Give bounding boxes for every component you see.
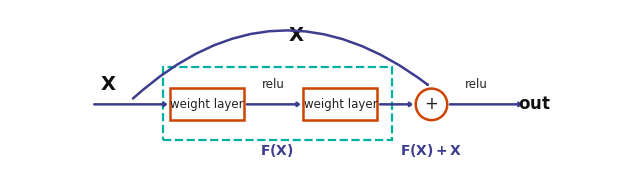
Text: weight layer: weight layer bbox=[303, 98, 377, 111]
Text: $\mathbf{X}$: $\mathbf{X}$ bbox=[287, 26, 304, 45]
Text: $\mathbf{F(X)+X}$: $\mathbf{F(X)+X}$ bbox=[401, 142, 463, 159]
Text: relu: relu bbox=[465, 78, 487, 91]
FancyArrowPatch shape bbox=[133, 30, 428, 98]
Bar bbox=[163, 67, 392, 140]
Bar bbox=[303, 88, 378, 120]
Text: weight layer: weight layer bbox=[170, 98, 244, 111]
Text: $\mathbf{F(X)}$: $\mathbf{F(X)}$ bbox=[260, 142, 294, 159]
Text: +: + bbox=[424, 95, 438, 113]
Text: $\mathbf{out}$: $\mathbf{out}$ bbox=[518, 95, 550, 113]
Text: $\mathbf{X}$: $\mathbf{X}$ bbox=[100, 75, 117, 94]
Text: relu: relu bbox=[262, 78, 285, 91]
Circle shape bbox=[416, 89, 447, 120]
Bar bbox=[170, 88, 244, 120]
